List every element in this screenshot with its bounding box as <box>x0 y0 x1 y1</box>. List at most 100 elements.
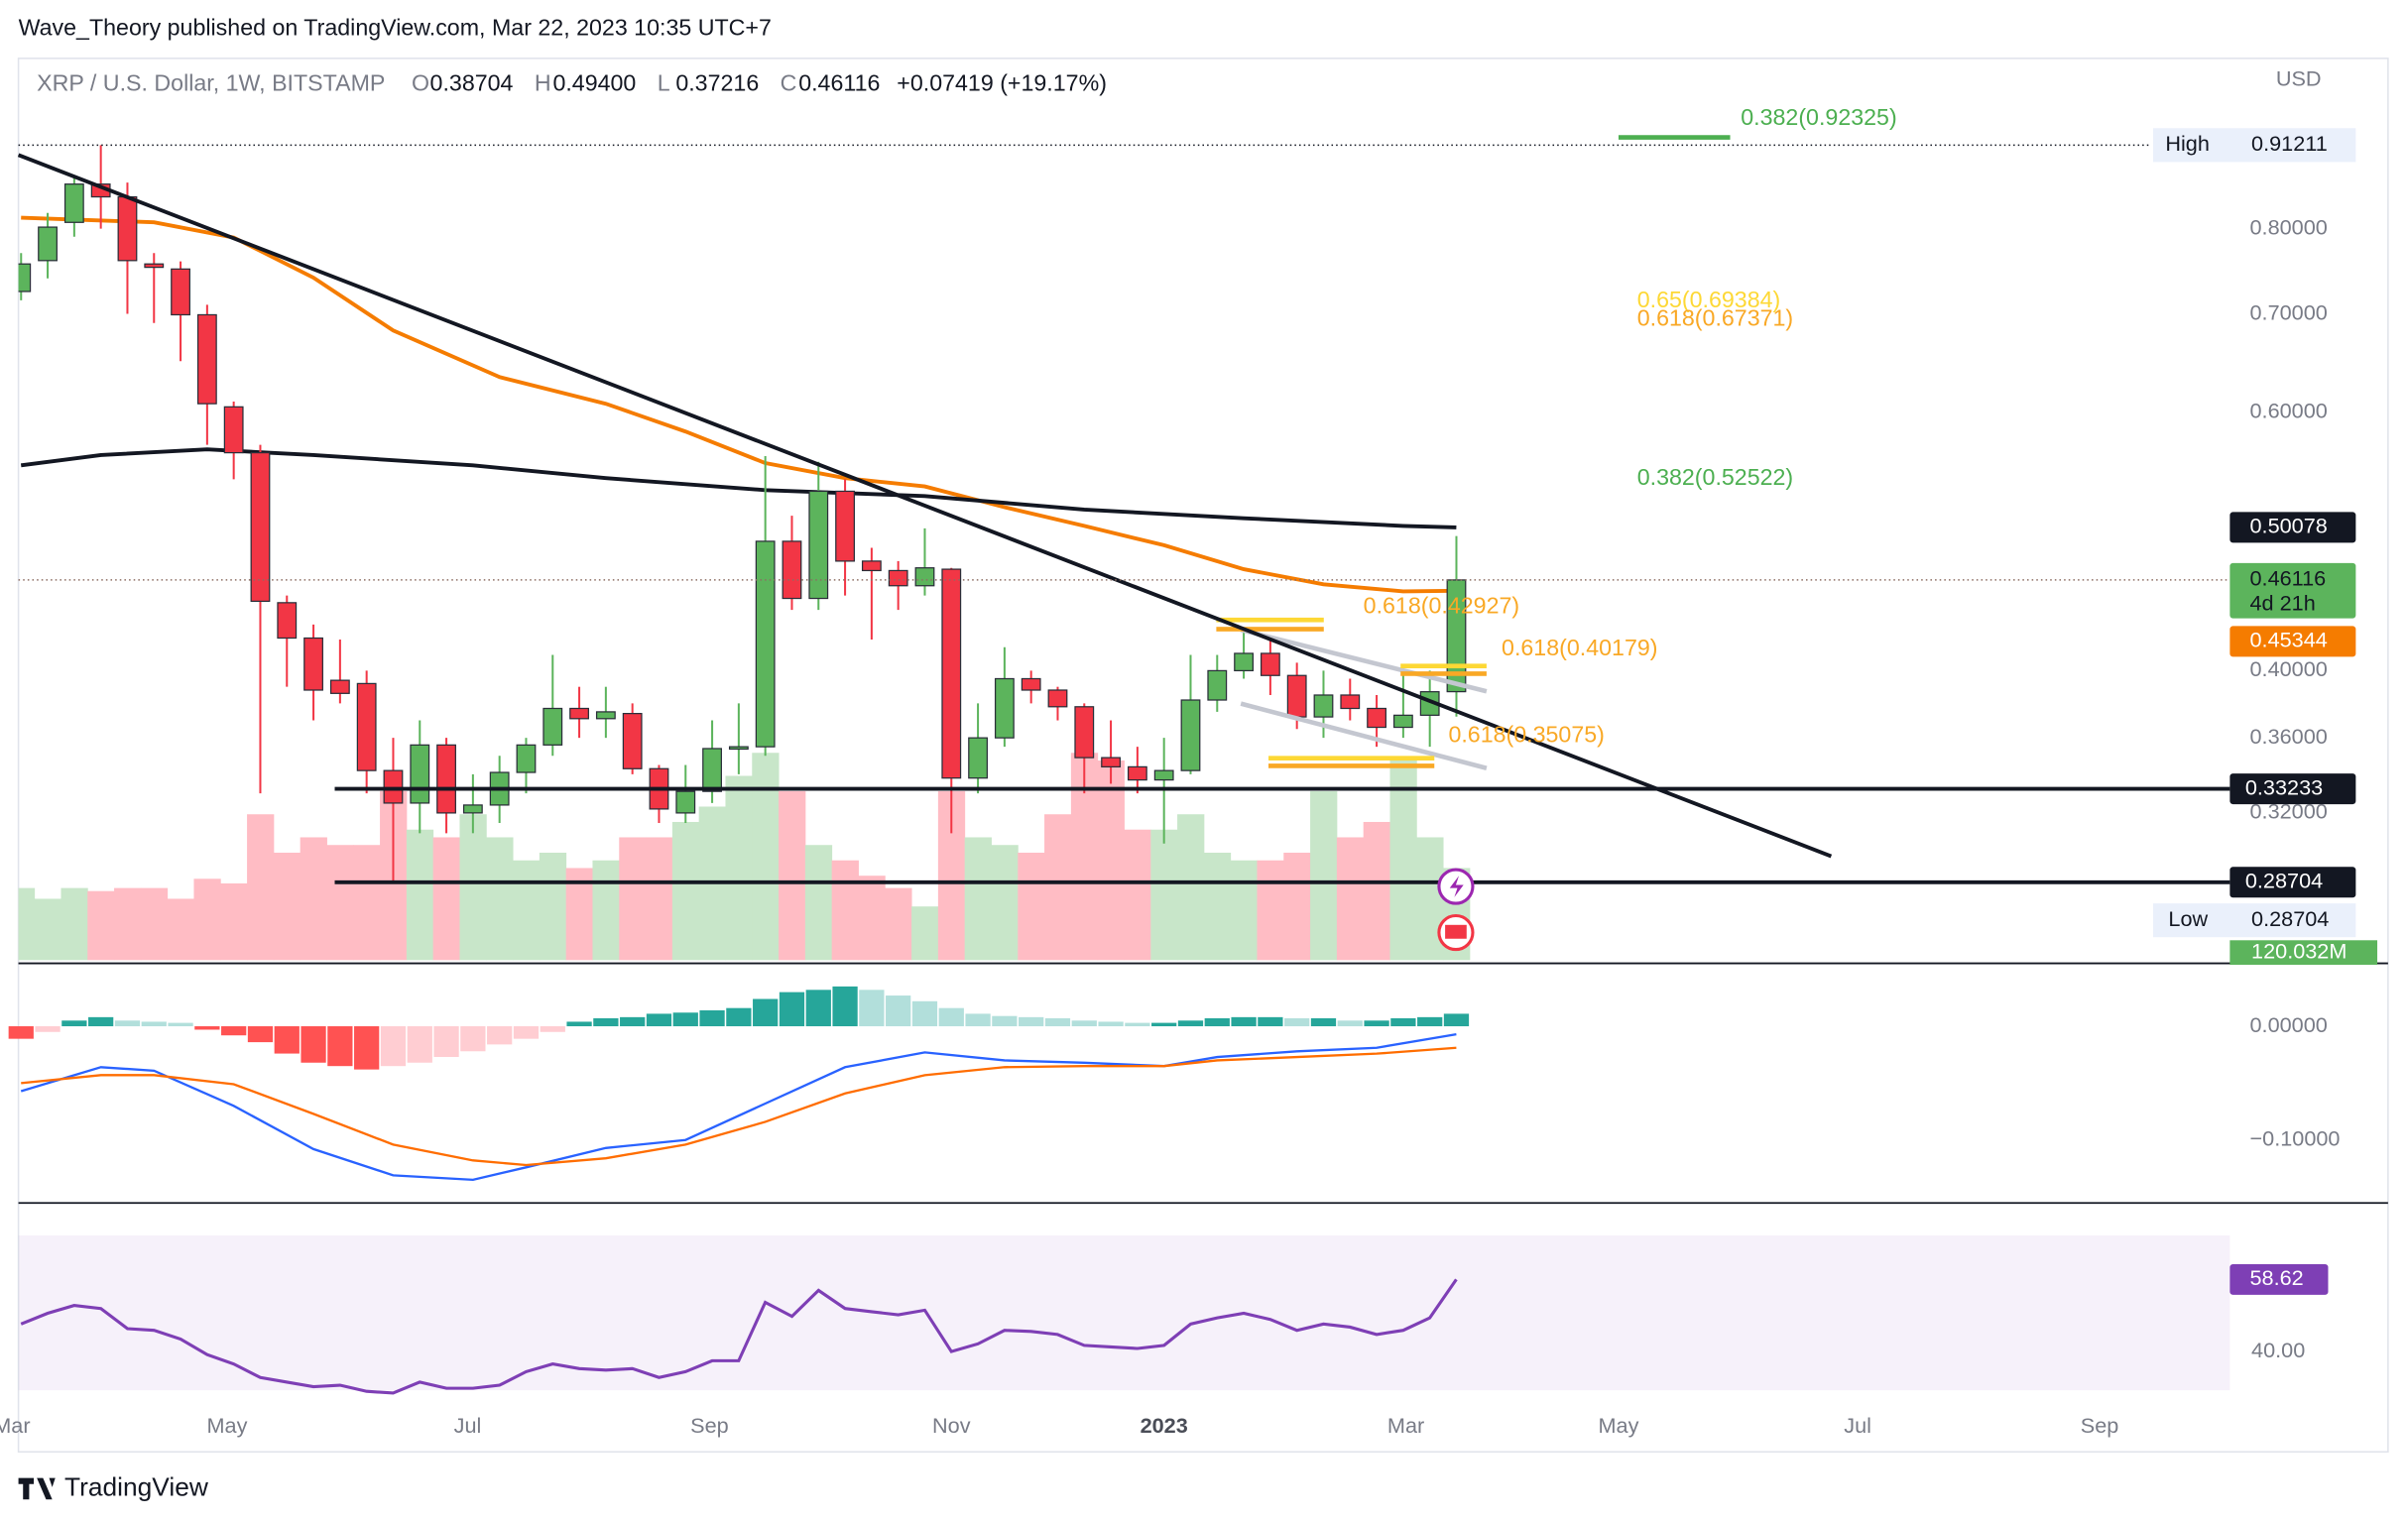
candle-body <box>356 682 377 771</box>
candle-body <box>1047 689 1068 708</box>
volume-bar <box>671 821 700 961</box>
macd-line <box>20 1032 1457 1182</box>
macd-histogram-bar <box>779 992 805 1027</box>
candle-body <box>622 713 643 769</box>
macd-histogram-bar <box>1443 1013 1470 1027</box>
macd-histogram-bar <box>114 1020 141 1027</box>
macd-histogram-bar <box>1390 1018 1416 1027</box>
macd-histogram-bar <box>672 1012 698 1027</box>
macd-histogram-bar <box>753 998 779 1027</box>
volume-bar <box>486 837 514 961</box>
y-tick-label: 0.80000 <box>2250 214 2328 239</box>
volume-bar <box>1203 852 1232 961</box>
candle-body <box>171 268 190 316</box>
candle-body <box>1074 706 1095 759</box>
macd-histogram-bar <box>407 1026 432 1063</box>
macd-histogram-bar <box>1337 1020 1363 1027</box>
macd-histogram-bar <box>61 1020 87 1027</box>
macd-histogram-bar <box>35 1026 60 1032</box>
footer: TradingView <box>64 1471 209 1501</box>
legend-key: L <box>658 69 670 95</box>
macd-histogram-bar <box>380 1026 407 1067</box>
candle-body <box>888 569 908 587</box>
volume-bar <box>406 829 434 961</box>
macd-histogram-bar <box>327 1026 353 1067</box>
macd-histogram-bar <box>805 990 831 1027</box>
fib-zone <box>1216 627 1324 632</box>
header: Wave_Theory published on TradingView.com… <box>19 15 772 41</box>
macd-histogram-bar <box>540 1026 565 1032</box>
volume-bar <box>459 814 487 961</box>
macd-tick-label: −0.10000 <box>2250 1125 2341 1150</box>
fib-zone <box>1268 763 1435 768</box>
channel-line <box>1240 628 1488 694</box>
volume-bar <box>885 887 912 961</box>
candle-body <box>675 790 696 814</box>
fib-label: 0.382(0.52522) <box>1637 464 1793 490</box>
plot-area <box>18 145 1471 961</box>
volume-bar <box>87 890 115 961</box>
candle-body <box>968 737 988 779</box>
volume-bar <box>1097 760 1125 961</box>
volume-bar <box>1310 790 1338 961</box>
volume-bar <box>964 837 992 961</box>
candle-body <box>542 707 563 746</box>
rsi-band <box>18 1235 2230 1391</box>
candle-body <box>383 769 404 804</box>
macd-histogram-bar <box>1125 1022 1150 1027</box>
macd-histogram-bar <box>354 1026 380 1070</box>
macd-histogram-bar <box>1231 1016 1257 1027</box>
volume-bar <box>247 814 275 961</box>
candle-body <box>1101 757 1121 768</box>
price-badge <box>2229 867 2356 898</box>
candle-body <box>117 195 138 262</box>
volume-bar <box>831 860 859 961</box>
volume-bar <box>592 860 620 961</box>
candle-body <box>462 804 483 814</box>
macd-histogram-bar <box>1258 1016 1283 1027</box>
symbol: XRP / U.S. Dollar, 1W, BITSTAMP <box>37 69 385 95</box>
candle-body <box>994 677 1015 739</box>
rsi-badge: 58.62 <box>2250 1265 2304 1290</box>
macd-histogram-bar <box>1151 1022 1177 1027</box>
close-badge: 0.46116 <box>2250 566 2327 591</box>
candle-body <box>1127 765 1147 781</box>
fib-label: 0.618(0.67371) <box>1637 305 1793 331</box>
candle-body <box>18 263 32 292</box>
candle-body <box>728 746 749 751</box>
macd-tick-label: 0.00000 <box>2250 1012 2328 1037</box>
x-tick-label: 2023 <box>1141 1413 1188 1438</box>
y-tick-label: 0.70000 <box>2250 299 2328 324</box>
price-badge <box>2229 773 2356 805</box>
legend-value: 0.37216 <box>675 69 759 95</box>
legend-value: 0.46116 <box>798 69 880 95</box>
volume-bar <box>273 852 301 961</box>
macd-histogram-bar <box>832 986 858 1027</box>
macd-histogram-bar <box>911 1000 938 1027</box>
price-badge-label: 0.33233 <box>2245 774 2323 799</box>
volume-badge: 120.032M <box>2251 938 2347 963</box>
y-tick-label: 0.60000 <box>2250 398 2328 422</box>
volume-bar <box>646 837 673 961</box>
candle-body <box>941 568 962 779</box>
frame <box>17 58 2389 1454</box>
volume-bar <box>1018 852 1045 961</box>
volume-bar <box>1257 860 1284 961</box>
macd-histogram-bar <box>194 1026 220 1030</box>
macd-histogram-bar <box>1019 1016 1044 1027</box>
x-tick-label: Mar <box>0 1413 31 1438</box>
candle-body <box>1367 707 1386 729</box>
x-tick-label: Sep <box>690 1413 729 1438</box>
candle-body <box>436 744 456 814</box>
volume-bar <box>619 837 647 961</box>
volume-bar <box>779 790 806 961</box>
candle-body <box>861 560 882 572</box>
fib-label: 0.65(0.69384) <box>1637 287 1781 312</box>
macd-histogram-bar <box>1310 1018 1337 1027</box>
candle-body <box>1340 694 1361 710</box>
macd-histogram-bar <box>1177 1020 1204 1027</box>
candle-body <box>516 744 537 773</box>
macd-histogram-bar <box>992 1015 1018 1027</box>
